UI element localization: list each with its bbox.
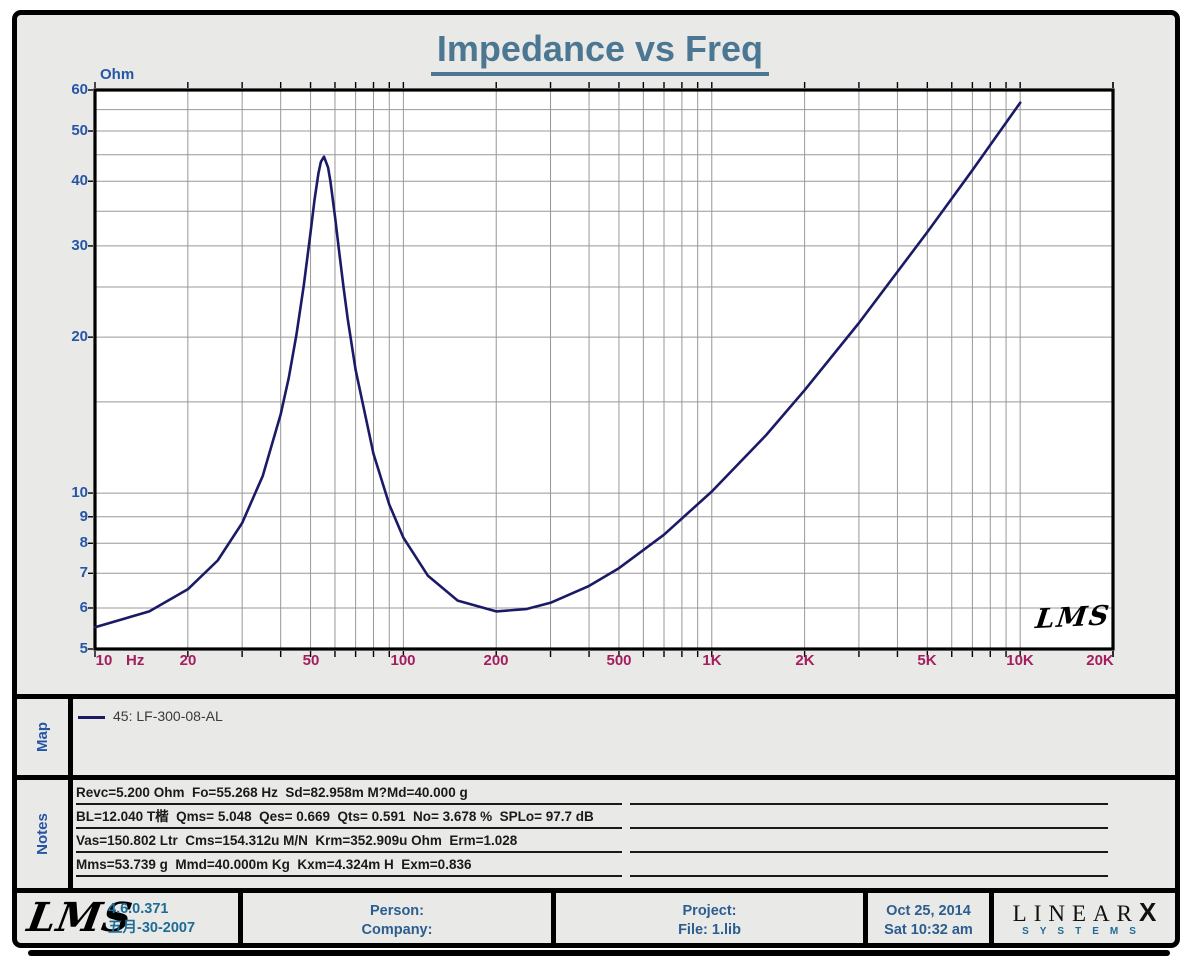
notes-underline-1 bbox=[630, 803, 1108, 805]
notes-section-label: Notes bbox=[33, 813, 51, 855]
file-label: File: 1.lib bbox=[678, 922, 741, 938]
y-tick-label: 20 bbox=[71, 328, 88, 345]
divider-chart-map bbox=[17, 694, 1175, 699]
build-date: 五月-30-2007 bbox=[108, 920, 196, 936]
person-label: Person: bbox=[370, 903, 424, 919]
x-tick-label: 20 bbox=[179, 652, 197, 669]
x-tick-label: 5K bbox=[917, 652, 937, 669]
person-company-cell: Person: Company: bbox=[243, 902, 551, 940]
notes-line-3: Vas=150.802 Ltr Cms=154.312u M/N Krm=352… bbox=[76, 831, 622, 853]
x-tick-label: 10 bbox=[95, 652, 113, 669]
impedance-curve bbox=[93, 101, 1022, 629]
brand-x: X bbox=[1138, 897, 1157, 927]
x-tick-label: 200 bbox=[483, 652, 509, 669]
footer-divider-3 bbox=[863, 893, 868, 943]
divider-notes-footer bbox=[17, 888, 1175, 893]
x-tick-label: 20K bbox=[1086, 652, 1114, 669]
company-label: Company: bbox=[361, 922, 433, 938]
y-tick-label: 6 bbox=[79, 599, 88, 616]
footer-divider-4 bbox=[989, 893, 994, 943]
datetime-cell: Oct 25, 2014 Sat 10:32 am bbox=[868, 902, 989, 940]
time-text: Sat 10:32 am bbox=[884, 922, 973, 938]
x-tick-label: 100 bbox=[390, 652, 416, 669]
divider-map-notes bbox=[17, 775, 1175, 780]
version-block: 4.6.0.371 五月-30-2007 bbox=[108, 900, 195, 938]
date-text: Oct 25, 2014 bbox=[886, 903, 971, 919]
x-tick-label: 1K bbox=[702, 652, 722, 669]
notes-line-2: BL=12.040 T楷 Qms= 5.048 Qes= 0.669 Qts= … bbox=[76, 807, 622, 829]
notes-label-divider bbox=[68, 780, 73, 888]
chart-title-text: Impedance vs Freq bbox=[430, 28, 770, 76]
y-tick-label: 10 bbox=[71, 484, 88, 501]
y-tick-label: 40 bbox=[71, 172, 88, 189]
brand-linear: LINEAR bbox=[1012, 901, 1139, 926]
project-file-cell: Project: File: 1.lib bbox=[556, 902, 863, 940]
map-section-label: Map bbox=[33, 722, 51, 752]
lms-watermark: LMS bbox=[1033, 600, 1113, 636]
chart-title: Impedance vs Freq bbox=[0, 28, 1200, 76]
footer-divider-2 bbox=[551, 893, 556, 943]
notes-line-4: Mms=53.739 g Mmd=40.000m Kg Kxm=4.324m H… bbox=[76, 855, 622, 877]
notes-underline-4 bbox=[630, 875, 1108, 877]
x-axis-unit-label: Hz bbox=[126, 652, 145, 669]
page-bottom-edge bbox=[28, 950, 1170, 956]
notes-underline-2 bbox=[630, 827, 1108, 829]
y-tick-label: 5 bbox=[79, 640, 88, 657]
x-tick-label: 2K bbox=[795, 652, 815, 669]
footer-divider-1 bbox=[238, 893, 243, 943]
notes-line-1: Revc=5.200 Ohm Fo=55.268 Hz Sd=82.958m M… bbox=[76, 783, 622, 805]
y-tick-label: 8 bbox=[79, 534, 88, 551]
brand-systems: SYSTEMS bbox=[1022, 926, 1147, 937]
linearx-logo: LINEARX SYSTEMS bbox=[994, 893, 1175, 943]
legend-entry: 45: LF-300-08-AL bbox=[113, 708, 223, 724]
project-label: Project: bbox=[682, 903, 737, 919]
version-number: 4.6.0.371 bbox=[108, 901, 169, 917]
y-tick-label: 60 bbox=[71, 81, 88, 98]
legend-line-swatch bbox=[78, 716, 105, 719]
impedance-chart: 60 50 40 30 20 10 9 8 7 6 5 10 20 50 100 200 500 1K 2K 5K 10… bbox=[71, 81, 1115, 669]
y-axis-unit-label: Ohm bbox=[100, 66, 135, 83]
notes-underline-3 bbox=[630, 851, 1108, 853]
y-tick-label: 9 bbox=[79, 508, 88, 525]
chart-canvas bbox=[88, 82, 1115, 657]
x-tick-label: 10K bbox=[1006, 652, 1034, 669]
y-tick-label: 30 bbox=[71, 237, 88, 254]
x-tick-label: 50 bbox=[302, 652, 320, 669]
map-label-divider bbox=[68, 699, 73, 775]
y-tick-label: 50 bbox=[71, 122, 88, 139]
x-tick-label: 500 bbox=[606, 652, 632, 669]
y-tick-label: 7 bbox=[79, 564, 88, 581]
